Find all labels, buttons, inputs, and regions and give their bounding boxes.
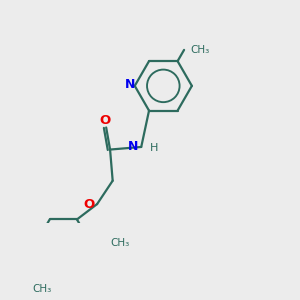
Text: N: N	[125, 78, 135, 91]
Text: CH₃: CH₃	[190, 45, 210, 55]
Text: CH₃: CH₃	[32, 284, 52, 294]
Text: O: O	[84, 198, 95, 211]
Text: CH₃: CH₃	[111, 238, 130, 248]
Text: H: H	[150, 143, 159, 153]
Text: O: O	[99, 114, 110, 127]
Text: N: N	[128, 140, 139, 154]
